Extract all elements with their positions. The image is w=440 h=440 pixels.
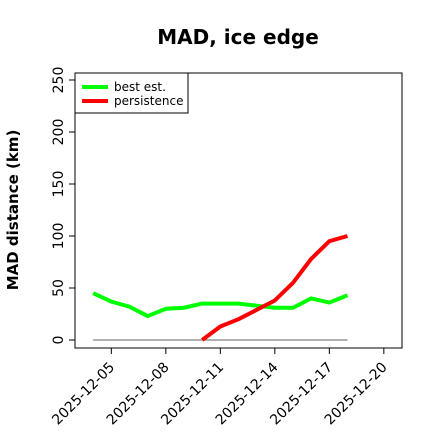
- y-tick-label: 150: [51, 171, 67, 198]
- legend-box: [74, 72, 189, 114]
- y-tick-label: 100: [51, 223, 67, 250]
- legend-label-persistence: persistence: [114, 94, 183, 108]
- y-tick-label: 250: [51, 67, 67, 94]
- plot-frame: [74, 72, 403, 349]
- y-tick-label: 200: [51, 119, 67, 146]
- series-group: [92, 234, 349, 342]
- y-tick-label: 0: [51, 336, 67, 345]
- chart-title: MAD, ice edge: [157, 25, 319, 49]
- y-axis-label: MAD distance (km): [4, 130, 22, 291]
- y-tick-label: 50: [51, 279, 67, 297]
- y-axis: 0 50 100 150 200 250: [51, 67, 75, 345]
- x-axis: 2025-12-052025-12-082025-12-112025-12-14…: [49, 348, 391, 428]
- legend-label-best-est: best est.: [114, 80, 166, 94]
- legend: best est. persistence: [74, 72, 189, 114]
- series-line-best-est-: [92, 291, 349, 319]
- series-line-persistence: [200, 234, 349, 342]
